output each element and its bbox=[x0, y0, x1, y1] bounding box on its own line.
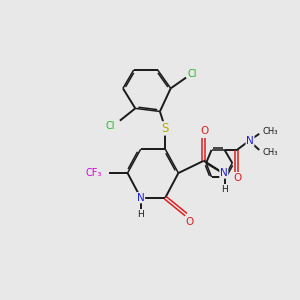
Text: CF₃: CF₃ bbox=[85, 168, 102, 178]
Text: H: H bbox=[137, 210, 144, 219]
Text: O: O bbox=[186, 217, 194, 226]
Text: O: O bbox=[200, 126, 209, 136]
Text: O: O bbox=[234, 173, 242, 184]
Text: CH₃: CH₃ bbox=[262, 148, 278, 157]
Text: H: H bbox=[221, 185, 228, 194]
Text: N: N bbox=[137, 193, 145, 203]
Text: N: N bbox=[220, 168, 228, 178]
Text: S: S bbox=[162, 122, 169, 135]
Text: Cl: Cl bbox=[106, 121, 116, 131]
Text: Cl: Cl bbox=[188, 69, 197, 79]
Text: CH₃: CH₃ bbox=[262, 127, 278, 136]
Text: N: N bbox=[246, 136, 254, 146]
